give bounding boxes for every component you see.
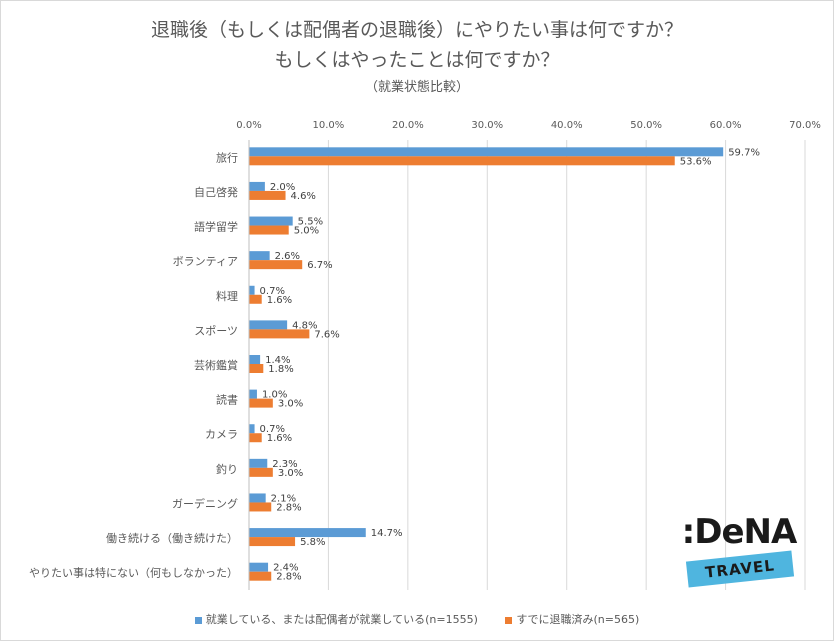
bar-series2 xyxy=(249,190,286,200)
bar-series1 xyxy=(249,355,261,364)
data-label-series1: 59.7% xyxy=(728,147,760,158)
category-label: 働き続ける（働き続けた） xyxy=(106,531,238,545)
category-label: 料理 xyxy=(216,289,238,303)
legend-item-series1: 就業している、または配偶者が就業している(n=1555) xyxy=(194,611,478,627)
data-label-series1: 14.7% xyxy=(371,528,403,539)
data-label-series1: 1.4% xyxy=(265,355,290,366)
bar-series2 xyxy=(249,156,675,166)
data-label-series1: 2.0% xyxy=(270,182,295,193)
x-tick-label: 0.0% xyxy=(236,120,261,131)
data-label-series1: 1.0% xyxy=(262,390,287,401)
bar-series1 xyxy=(249,424,255,434)
x-tick-label: 50.0% xyxy=(630,120,662,131)
x-tick-label: 60.0% xyxy=(710,120,742,131)
data-label-series2: 3.0% xyxy=(278,399,303,410)
bar-series1 xyxy=(249,251,270,261)
data-label-series2: 2.8% xyxy=(276,502,301,513)
bar-series2 xyxy=(249,398,273,408)
category-label: 芸術鑑賞 xyxy=(194,358,238,372)
bar-series2 xyxy=(249,225,289,235)
category-label: 読書 xyxy=(216,393,238,407)
x-tick-label: 10.0% xyxy=(313,120,345,131)
dena-travel-logo: :DeNA TRAVEL xyxy=(681,512,797,592)
x-tick-label: 20.0% xyxy=(392,120,424,131)
data-label-series2: 5.8% xyxy=(300,537,325,548)
legend-label-series2: すでに退職済み(n=565) xyxy=(516,613,640,626)
bar-series1 xyxy=(249,389,257,399)
bar-series2 xyxy=(249,364,264,373)
data-label-series1: 2.6% xyxy=(275,251,300,262)
data-label-series2: 5.0% xyxy=(294,226,319,237)
bar-series2 xyxy=(249,537,296,547)
data-label-series2: 1.8% xyxy=(268,364,293,375)
bar-series2 xyxy=(249,329,310,339)
data-label-series2: 1.6% xyxy=(267,433,292,444)
category-label: ガーデニング xyxy=(172,496,238,510)
category-label: やりたい事は特にない（何もしなかった） xyxy=(29,566,238,580)
bar-series2 xyxy=(249,502,272,512)
bar-series1 xyxy=(249,528,366,538)
data-label-series1: 2.1% xyxy=(271,493,296,504)
data-label-series2: 7.6% xyxy=(314,329,339,340)
logo-wordmark: :DeNA xyxy=(681,512,798,552)
chart-subtitle: （就業状態比較） xyxy=(364,80,469,95)
bar-series1 xyxy=(249,458,268,468)
data-label-series1: 2.4% xyxy=(273,563,298,574)
category-label: スポーツ xyxy=(194,324,238,337)
category-label: カメラ xyxy=(205,428,238,441)
bar-series1 xyxy=(249,181,265,191)
data-label-series1: 2.3% xyxy=(272,459,297,470)
data-label-series1: 5.5% xyxy=(298,217,323,228)
data-label-series1: 4.8% xyxy=(292,320,317,331)
bar-series2 xyxy=(249,260,303,270)
logo-subtitle: TRAVEL xyxy=(704,556,776,582)
x-tick-label: 40.0% xyxy=(551,120,583,131)
bar-series2 xyxy=(249,571,272,581)
bar-series1 xyxy=(249,285,255,295)
category-label: 語学留学 xyxy=(194,220,238,234)
bar-series1 xyxy=(249,493,266,503)
legend-swatch-series1 xyxy=(194,616,202,624)
data-label-series2: 6.7% xyxy=(307,260,332,271)
legend-label-series1: 就業している、または配偶者が就業している(n=1555) xyxy=(205,613,478,626)
bar-series2 xyxy=(249,467,273,477)
x-tick-label: 70.0% xyxy=(789,120,821,131)
data-label-series2: 4.6% xyxy=(291,191,316,202)
category-label: 自己啓発 xyxy=(194,185,238,199)
bar-series1 xyxy=(249,562,269,572)
chart-title: 退職後（もしくは配偶者の退職後）にやりたい事は何ですか？ xyxy=(150,19,683,41)
chart-title-line2: もしくはやったことは何ですか？ xyxy=(274,49,560,71)
data-label-series1: 0.7% xyxy=(260,286,285,297)
bar-series1 xyxy=(249,320,288,330)
legend: 就業している、または配偶者が就業している(n=1555) すでに退職済み(n=5… xyxy=(0,611,834,627)
data-label-series2: 1.6% xyxy=(267,295,292,306)
category-label: 旅行 xyxy=(216,150,238,164)
bar-series2 xyxy=(249,294,262,304)
logo-band: TRAVEL xyxy=(685,550,795,588)
bar-series1 xyxy=(249,147,724,157)
x-tick-label: 30.0% xyxy=(471,120,503,131)
bar-series1 xyxy=(249,216,293,226)
data-label-series2: 53.6% xyxy=(680,156,712,167)
data-label-series2: 3.0% xyxy=(278,468,303,479)
legend-swatch-series2 xyxy=(505,616,513,624)
legend-item-series2: すでに退職済み(n=565) xyxy=(505,611,639,627)
category-label: 釣り xyxy=(216,462,238,476)
category-label: ボランティア xyxy=(173,255,238,268)
data-label-series2: 2.8% xyxy=(276,572,301,583)
data-label-series1: 0.7% xyxy=(260,424,285,435)
bar-series2 xyxy=(249,433,262,443)
